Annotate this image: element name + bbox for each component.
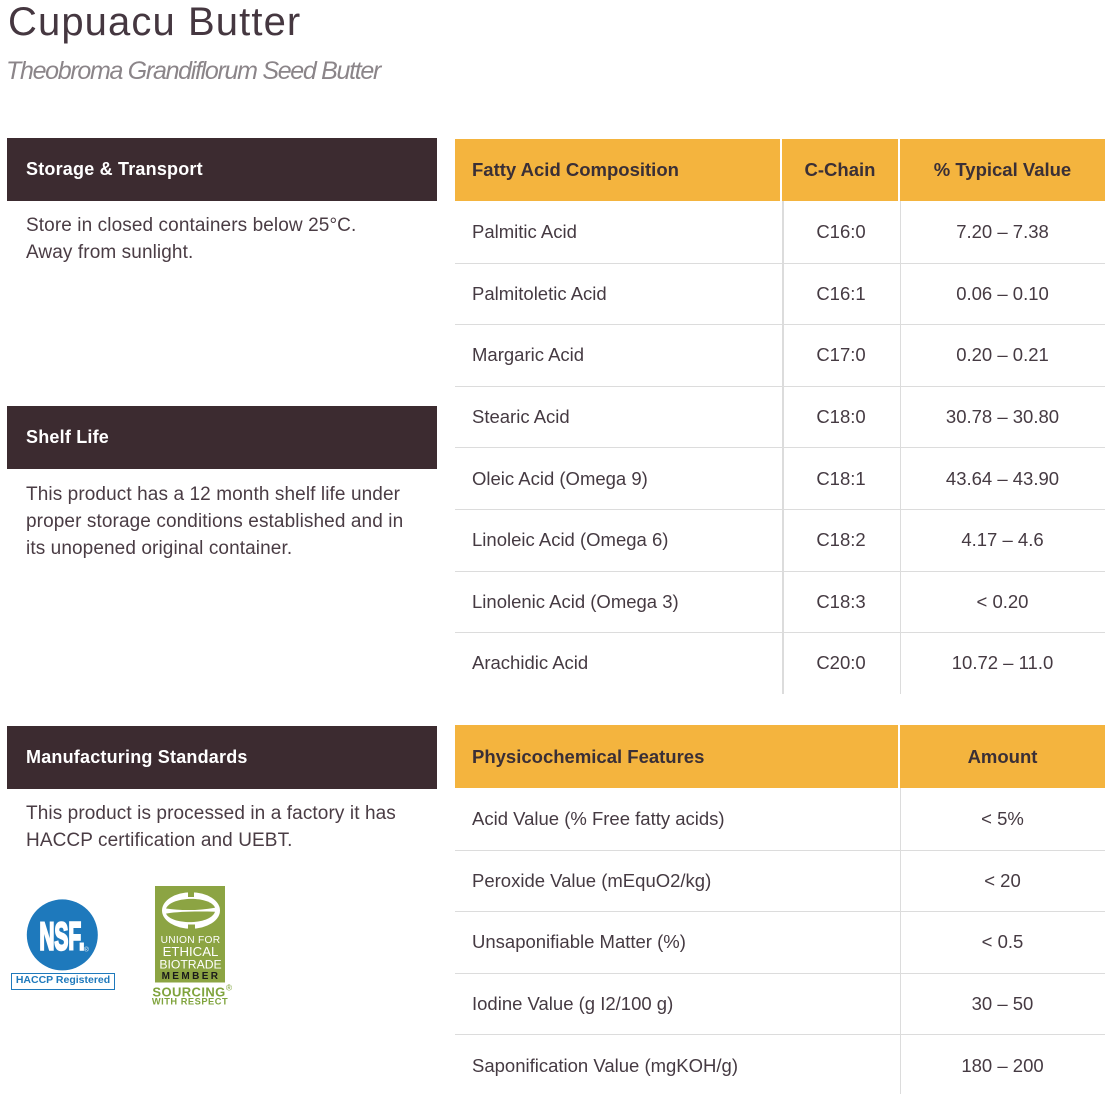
svg-text:NSF.: NSF. [39,915,84,959]
svg-text:BIOTRADE: BIOTRADE [159,957,221,971]
svg-text:®: ® [226,983,233,993]
svg-text:®: ® [84,946,89,954]
svg-text:ETHICAL: ETHICAL [163,944,219,959]
svg-text:WITH RESPECT: WITH RESPECT [152,997,228,1007]
svg-text:SOURCING: SOURCING [152,985,225,1000]
svg-text:MEMBER: MEMBER [162,971,221,982]
svg-text:UNION FOR: UNION FOR [161,935,221,946]
